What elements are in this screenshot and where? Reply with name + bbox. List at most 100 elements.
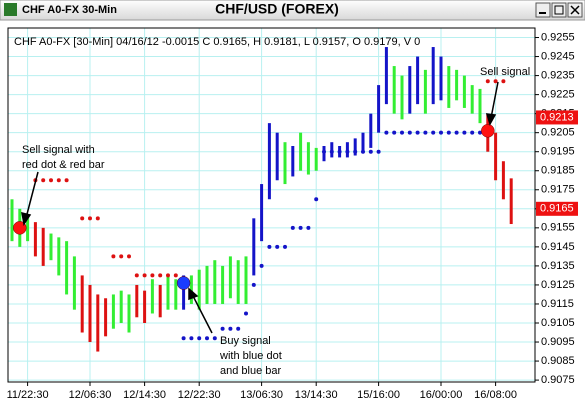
stop-dot [361, 149, 365, 154]
x-tick-label: 12/14:30 [123, 389, 166, 401]
stop-dot [298, 225, 303, 230]
annotation: Sell signal [480, 66, 530, 78]
stop-dot [197, 336, 202, 341]
close-icon [570, 5, 580, 15]
y-tick-label: 0.9105 [541, 317, 575, 329]
stop-dot [446, 130, 451, 135]
y-tick-label: 0.9205 [541, 127, 575, 139]
y-tick-label: 0.9115 [541, 298, 574, 310]
stop-dot [485, 79, 490, 84]
chart-title: CHF/USD (FOREX) [215, 1, 339, 17]
x-tick-label: 12/06:30 [69, 389, 112, 401]
plot-area: 0.92550.92450.92350.92250.92150.92050.91… [7, 28, 575, 401]
price-flag [536, 201, 578, 216]
stop-dot [228, 326, 233, 331]
stop-dot [56, 178, 61, 183]
x-tick-label: 13/14:30 [295, 389, 338, 401]
y-tick-label: 0.9185 [541, 165, 575, 177]
annotation: and blue bar [220, 365, 281, 377]
stop-dot [337, 149, 342, 154]
stop-dot [368, 149, 373, 154]
stop-dot [415, 130, 420, 135]
stop-dot [501, 79, 506, 84]
stop-dot [376, 149, 381, 154]
y-tick-label: 0.9125 [541, 279, 575, 291]
stop-dot [329, 149, 334, 154]
signal-dot [481, 124, 495, 138]
y-tick-label: 0.9135 [541, 260, 575, 272]
stop-dot [127, 254, 131, 259]
plot-frame [7, 27, 536, 383]
stop-dot [470, 130, 475, 135]
stop-dot [173, 273, 178, 278]
stop-dot [251, 282, 256, 287]
stop-dot [283, 244, 287, 249]
stop-dot [322, 149, 326, 154]
stop-dot [400, 130, 404, 135]
y-tick-label: 0.9075 [541, 374, 575, 386]
stop-dot [353, 149, 358, 154]
stop-dot [244, 311, 248, 316]
stop-dot [275, 244, 280, 249]
stop-dot [150, 273, 155, 278]
price-flag-label: 0.9213 [540, 111, 574, 123]
stop-dot [462, 130, 467, 135]
x-tick-label: 11/22:30 [7, 389, 49, 401]
stop-dot [88, 216, 92, 221]
x-tick-label: 16/08:00 [474, 389, 517, 401]
annotation: Sell signal with [22, 144, 95, 156]
y-tick-label: 0.9145 [541, 241, 575, 253]
arrow [191, 293, 213, 334]
minimize-button[interactable] [535, 2, 551, 18]
stop-dot [290, 225, 295, 230]
stop-dot [478, 130, 482, 135]
stop-dot [64, 178, 69, 183]
signal-dot [176, 276, 191, 290]
y-tick-label: 0.9155 [541, 222, 575, 234]
stop-dot [95, 216, 100, 221]
stop-dot [189, 336, 194, 341]
stop-dot [439, 130, 443, 135]
stop-dot [142, 273, 147, 278]
x-tick-label: 16/00:00 [420, 389, 463, 401]
stop-dot [407, 130, 412, 135]
arrowhead [485, 113, 497, 126]
arrowhead [21, 211, 32, 226]
y-tick-label: 0.9195 [541, 146, 575, 158]
stop-dot [454, 130, 459, 135]
stop-dot [267, 244, 272, 249]
app-icon [4, 3, 17, 16]
stop-dot [181, 336, 186, 341]
price-flag-label: 0.9165 [540, 203, 574, 215]
stop-dot [392, 130, 397, 135]
stop-dot [111, 254, 116, 259]
stop-dot [158, 273, 163, 278]
stop-dot [212, 336, 217, 341]
arrowhead [188, 287, 199, 301]
header-text: CHF A0-FX [30-Min] 04/16/12 -0.0015 C 0.… [14, 36, 420, 48]
y-tick-label: 0.9255 [541, 31, 575, 43]
stop-dot [220, 326, 225, 331]
signal-dot [13, 221, 27, 235]
stop-dot [80, 216, 85, 221]
title-bar [0, 0, 585, 21]
arrow [25, 171, 39, 219]
maximize-icon [554, 5, 564, 15]
y-tick-label: 0.9095 [541, 336, 575, 348]
x-tick-label: 13/06:30 [240, 389, 283, 401]
x-tick-label: 15/16:00 [357, 389, 400, 401]
y-tick-label: 0.9235 [541, 69, 575, 81]
y-tick-label: 0.9175 [541, 184, 575, 196]
stop-dot [306, 225, 311, 230]
stop-dot [236, 326, 241, 331]
window-buttons [535, 2, 583, 18]
stop-dot [384, 130, 389, 135]
annotation: red dot & red bar [22, 159, 105, 171]
window-title: CHF A0-FX 30-Min [22, 4, 117, 16]
stop-dot [41, 178, 46, 183]
maximize-button[interactable] [551, 2, 567, 18]
price-flag [536, 110, 578, 125]
stop-dot [166, 273, 170, 278]
stop-dot [345, 149, 350, 154]
